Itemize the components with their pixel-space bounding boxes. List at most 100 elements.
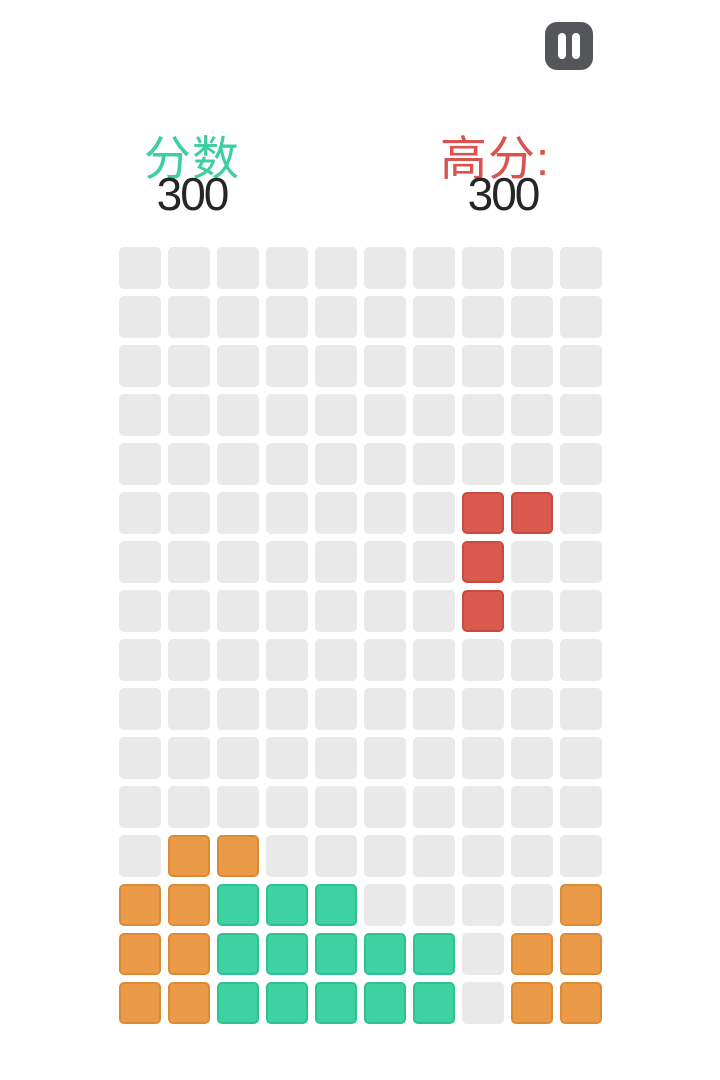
board-cell-empty[interactable] (462, 296, 504, 338)
board-cell-orange-block[interactable] (511, 933, 553, 975)
board-cell-empty[interactable] (119, 835, 161, 877)
board-cell-teal-block[interactable] (266, 884, 308, 926)
board-cell-empty[interactable] (511, 394, 553, 436)
board-cell-empty[interactable] (364, 639, 406, 681)
board-cell-empty[interactable] (266, 394, 308, 436)
board-cell-empty[interactable] (413, 443, 455, 485)
board-cell-empty[interactable] (560, 492, 602, 534)
board-cell-empty[interactable] (119, 394, 161, 436)
board-cell-teal-block[interactable] (266, 933, 308, 975)
board-cell-empty[interactable] (413, 492, 455, 534)
board-cell-empty[interactable] (364, 835, 406, 877)
board-cell-teal-block[interactable] (413, 982, 455, 1024)
board-cell-empty[interactable] (217, 394, 259, 436)
board-cell-empty[interactable] (217, 688, 259, 730)
board-cell-empty[interactable] (511, 541, 553, 583)
board-cell-empty[interactable] (217, 247, 259, 289)
board-cell-empty[interactable] (168, 247, 210, 289)
board-cell-orange-block[interactable] (560, 884, 602, 926)
board-cell-empty[interactable] (266, 247, 308, 289)
board-cell-teal-block[interactable] (217, 933, 259, 975)
board-cell-empty[interactable] (462, 982, 504, 1024)
board-cell-orange-block[interactable] (560, 933, 602, 975)
board-cell-teal-block[interactable] (266, 982, 308, 1024)
board-cell-empty[interactable] (413, 394, 455, 436)
board-cell-empty[interactable] (315, 345, 357, 387)
board-cell-empty[interactable] (511, 737, 553, 779)
board-cell-empty[interactable] (364, 590, 406, 632)
board-cell-teal-block[interactable] (217, 982, 259, 1024)
board-cell-empty[interactable] (413, 639, 455, 681)
board-cell-empty[interactable] (560, 737, 602, 779)
board-cell-empty[interactable] (511, 688, 553, 730)
board-cell-empty[interactable] (266, 688, 308, 730)
board-cell-orange-block[interactable] (119, 982, 161, 1024)
board-cell-empty[interactable] (168, 296, 210, 338)
board-cell-empty[interactable] (413, 884, 455, 926)
board-cell-empty[interactable] (364, 443, 406, 485)
board-cell-empty[interactable] (364, 394, 406, 436)
board-cell-empty[interactable] (119, 492, 161, 534)
board-cell-empty[interactable] (315, 737, 357, 779)
board-cell-empty[interactable] (560, 443, 602, 485)
board-cell-empty[interactable] (217, 737, 259, 779)
board-cell-red-block[interactable] (462, 590, 504, 632)
board-cell-empty[interactable] (364, 786, 406, 828)
board-cell-empty[interactable] (217, 296, 259, 338)
game-board[interactable] (119, 247, 602, 1024)
board-cell-empty[interactable] (119, 541, 161, 583)
board-cell-empty[interactable] (462, 835, 504, 877)
board-cell-empty[interactable] (462, 639, 504, 681)
board-cell-empty[interactable] (413, 835, 455, 877)
board-cell-empty[interactable] (462, 688, 504, 730)
board-cell-empty[interactable] (511, 786, 553, 828)
board-cell-orange-block[interactable] (511, 982, 553, 1024)
board-cell-empty[interactable] (315, 492, 357, 534)
board-cell-empty[interactable] (266, 737, 308, 779)
board-cell-empty[interactable] (560, 394, 602, 436)
board-cell-empty[interactable] (315, 394, 357, 436)
board-cell-empty[interactable] (266, 443, 308, 485)
board-cell-empty[interactable] (462, 345, 504, 387)
board-cell-orange-block[interactable] (168, 933, 210, 975)
board-cell-empty[interactable] (413, 590, 455, 632)
board-cell-empty[interactable] (168, 688, 210, 730)
board-cell-empty[interactable] (413, 541, 455, 583)
board-cell-empty[interactable] (168, 443, 210, 485)
board-cell-empty[interactable] (266, 345, 308, 387)
board-cell-empty[interactable] (168, 345, 210, 387)
board-cell-empty[interactable] (364, 247, 406, 289)
board-cell-empty[interactable] (315, 688, 357, 730)
board-cell-empty[interactable] (119, 247, 161, 289)
board-cell-empty[interactable] (462, 933, 504, 975)
board-cell-empty[interactable] (168, 541, 210, 583)
board-cell-red-block[interactable] (462, 541, 504, 583)
board-cell-empty[interactable] (560, 835, 602, 877)
board-cell-empty[interactable] (462, 247, 504, 289)
board-cell-teal-block[interactable] (364, 982, 406, 1024)
board-cell-empty[interactable] (315, 541, 357, 583)
board-cell-empty[interactable] (217, 590, 259, 632)
board-cell-empty[interactable] (119, 639, 161, 681)
board-cell-teal-block[interactable] (315, 884, 357, 926)
board-cell-empty[interactable] (511, 296, 553, 338)
board-cell-teal-block[interactable] (315, 982, 357, 1024)
board-cell-empty[interactable] (168, 639, 210, 681)
board-cell-empty[interactable] (462, 884, 504, 926)
board-cell-orange-block[interactable] (168, 884, 210, 926)
board-cell-orange-block[interactable] (560, 982, 602, 1024)
board-cell-empty[interactable] (315, 590, 357, 632)
board-cell-orange-block[interactable] (217, 835, 259, 877)
board-cell-teal-block[interactable] (413, 933, 455, 975)
board-cell-empty[interactable] (364, 884, 406, 926)
board-cell-empty[interactable] (266, 541, 308, 583)
board-cell-empty[interactable] (168, 737, 210, 779)
board-cell-teal-block[interactable] (364, 933, 406, 975)
board-cell-empty[interactable] (511, 443, 553, 485)
board-cell-empty[interactable] (560, 296, 602, 338)
board-cell-empty[interactable] (511, 835, 553, 877)
board-cell-teal-block[interactable] (315, 933, 357, 975)
board-cell-empty[interactable] (315, 639, 357, 681)
board-cell-empty[interactable] (560, 688, 602, 730)
board-cell-empty[interactable] (119, 737, 161, 779)
